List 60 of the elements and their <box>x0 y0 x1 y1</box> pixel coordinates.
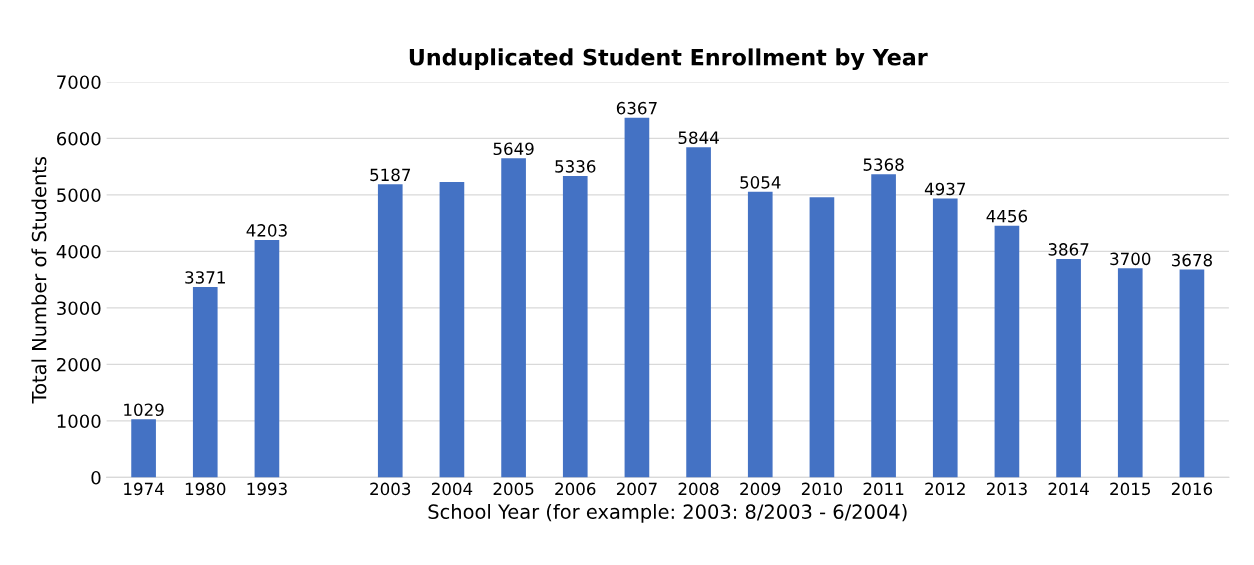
x-tick-label: 2014 <box>1048 482 1089 496</box>
bar <box>377 184 403 478</box>
x-tick-label: 2006 <box>555 482 596 496</box>
x-tick-label: 2011 <box>863 482 904 496</box>
y-tick-label: 3000 <box>57 301 101 316</box>
data-label: 5054 <box>740 176 781 189</box>
data-label: 1029 <box>124 403 164 417</box>
x-axis-title: School Year (for example: 2003: 8/2003 - 6/2004) <box>428 503 907 523</box>
bar <box>686 147 711 478</box>
y-tick-label: 5000 <box>57 188 101 203</box>
data-label: 3371 <box>185 271 225 284</box>
bar <box>1179 269 1205 478</box>
x-tick-label: 2005 <box>493 482 534 496</box>
bar <box>131 419 156 478</box>
bar <box>562 175 588 478</box>
data-label: 5649 <box>493 142 534 156</box>
x-tick-label: 1980 <box>185 482 226 496</box>
y-tick-label: 4000 <box>56 244 101 259</box>
chart-title: Unduplicated Student Enrollment by Year <box>409 48 928 71</box>
bar <box>932 198 958 478</box>
bar <box>254 239 280 478</box>
data-label: 5844 <box>678 131 719 145</box>
bar <box>809 197 835 478</box>
data-label: 5336 <box>555 160 596 173</box>
x-tick-label: 2004 <box>431 482 473 496</box>
bar <box>192 286 218 478</box>
y-tick-label: 7000 <box>57 75 101 90</box>
x-tick-label: 2013 <box>986 482 1027 496</box>
x-tick-label: 1993 <box>247 482 287 496</box>
data-label: 3867 <box>1048 243 1089 256</box>
data-label: 6367 <box>616 101 657 115</box>
x-tick-label: 2003 <box>370 482 411 496</box>
data-label: 4937 <box>924 182 966 196</box>
bar <box>439 181 465 478</box>
x-tick-label: 2009 <box>740 482 781 496</box>
x-tick-label: 2015 <box>1110 482 1151 496</box>
data-label: 3700 <box>1110 252 1151 266</box>
x-tick-label: 2010 <box>801 482 843 496</box>
data-label: 3678 <box>1171 253 1212 267</box>
data-label: 4456 <box>986 209 1028 223</box>
y-axis-title: Total Number of Students <box>31 156 47 404</box>
x-tick-label: 2016 <box>1171 482 1213 496</box>
y-tick-label: 0 <box>91 470 101 485</box>
x-tick-label: 2008 <box>678 482 719 496</box>
y-tick-label: 6000 <box>57 131 101 146</box>
x-tick-label: 1974 <box>124 482 164 496</box>
data-label: 5187 <box>370 168 411 182</box>
data-label: 5368 <box>863 158 904 171</box>
bar <box>1056 258 1081 478</box>
x-tick-label: 2007 <box>616 482 657 496</box>
y-tick-label: 2000 <box>57 357 101 372</box>
bar <box>994 225 1020 478</box>
y-tick-label: 1000 <box>57 414 101 429</box>
bar <box>624 117 650 478</box>
bar <box>871 174 896 478</box>
bar <box>501 158 526 478</box>
bar <box>747 191 773 478</box>
x-tick-label: 2012 <box>925 482 965 496</box>
data-label: 4203 <box>246 224 287 237</box>
bar <box>1117 268 1143 478</box>
